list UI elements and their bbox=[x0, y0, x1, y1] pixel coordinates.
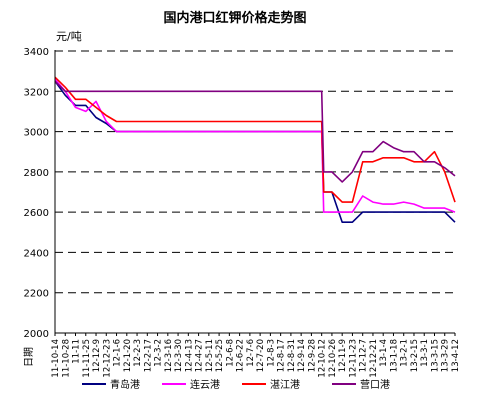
y-axis-unit-label: 元/吨 bbox=[56, 30, 82, 43]
series-line-4 bbox=[54, 80, 456, 183]
x-tick-label: 12-1-6 bbox=[113, 339, 123, 367]
y-tick-label: 3000 bbox=[24, 128, 49, 139]
x-tick-label: 12-2-3 bbox=[133, 339, 143, 367]
x-tick-label: 12-9-28 bbox=[307, 339, 317, 372]
x-tick-label: 12-8-17 bbox=[277, 339, 287, 372]
x-tick-label: 13-4-12 bbox=[451, 339, 461, 372]
y-axis-ticks: 2000 2200 2400 2600 2800 3000 3200 3400 bbox=[24, 47, 49, 340]
y-tick-label: 2600 bbox=[24, 208, 49, 219]
y-tick-label: 2200 bbox=[24, 289, 49, 300]
x-tick-label: 11-11-25 bbox=[82, 339, 92, 378]
x-tick-label: 12-11-23 bbox=[348, 339, 358, 378]
y-tick-label: 2400 bbox=[24, 248, 49, 259]
x-tick-label: 13-3-29 bbox=[441, 339, 451, 372]
legend-label: 营口港 bbox=[360, 378, 390, 391]
x-tick-label: 11-10-28 bbox=[61, 339, 71, 378]
x-tick-label: 12-6-8 bbox=[225, 339, 235, 367]
x-tick-label: 13-2-1 bbox=[400, 339, 410, 367]
x-tick-label: 12-9-14 bbox=[297, 339, 307, 372]
x-tick-label: 12-5-25 bbox=[215, 339, 225, 372]
x-tick-label: 12-10-26 bbox=[328, 339, 338, 378]
x-axis-ticks: 11-10-14 11-10-28 11-11 11-11-25 12-12-9 12-1… bbox=[51, 333, 461, 378]
x-axis-name: 日期 bbox=[23, 347, 35, 367]
x-tick-label: 13-3-15 bbox=[430, 339, 440, 372]
y-tick-label: 3200 bbox=[24, 87, 49, 98]
x-tick-label: 12-3-16 bbox=[164, 339, 174, 372]
x-tick-label: 13-2-15 bbox=[410, 339, 420, 372]
x-tick-label: 13-1-18 bbox=[389, 339, 399, 372]
x-tick-label: 12-3-2 bbox=[154, 339, 164, 367]
x-tick-label: 12-12-21 bbox=[369, 339, 379, 378]
x-tick-label: 11-10-14 bbox=[51, 339, 61, 378]
x-tick-label: 12-4-13 bbox=[184, 339, 194, 372]
x-tick-label: 12-7-6 bbox=[246, 339, 256, 367]
x-tick-label: 12-5-11 bbox=[205, 339, 215, 372]
chart-title: 国内港口红钾价格走势图 bbox=[163, 10, 306, 26]
x-tick-label: 12-11-9 bbox=[338, 339, 348, 372]
x-tick-label: 12-4-27 bbox=[195, 339, 205, 372]
x-tick-label: 13-3-1 bbox=[420, 339, 430, 367]
x-tick-label: 12-10-12 bbox=[318, 339, 328, 378]
series-lines bbox=[54, 76, 456, 223]
y-tick-label: 3400 bbox=[24, 47, 49, 58]
legend-label: 青岛港 bbox=[110, 378, 140, 391]
y-tick-label: 2800 bbox=[24, 168, 49, 179]
x-tick-label: 13-1-4 bbox=[379, 339, 389, 367]
series-line-2 bbox=[54, 78, 456, 213]
x-tick-label: 11-11 bbox=[72, 339, 82, 364]
x-tick-label: 12-1-20 bbox=[123, 339, 133, 372]
x-tick-label: 12-2-17 bbox=[143, 339, 153, 372]
x-tick-label: 12-12-23 bbox=[102, 339, 112, 378]
x-tick-label: 12-7-20 bbox=[256, 339, 266, 372]
x-tick-label: 12-12-7 bbox=[359, 339, 369, 372]
legend-label: 湛江港 bbox=[270, 379, 300, 391]
y-tick-label: 2000 bbox=[24, 329, 49, 340]
x-tick-label: 12-12-9 bbox=[92, 339, 102, 372]
x-tick-label: 12-3-30 bbox=[174, 339, 184, 372]
legend-label: 连云港 bbox=[190, 378, 220, 391]
series-line-1 bbox=[54, 80, 456, 223]
series-line-3 bbox=[54, 76, 456, 203]
x-tick-label: 12-6-22 bbox=[236, 339, 246, 372]
legend: 青岛港 连云港 湛江港 营口港 bbox=[82, 378, 390, 391]
x-tick-label: 12-8-31 bbox=[287, 339, 297, 372]
x-tick-label: 12-8-3 bbox=[266, 339, 276, 367]
grid-lines bbox=[55, 50, 455, 294]
